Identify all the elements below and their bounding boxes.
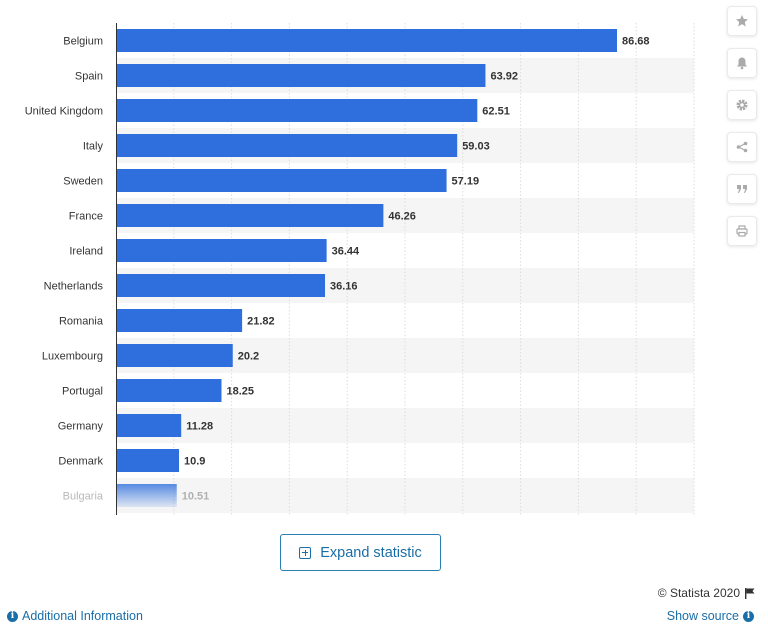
settings-button[interactable] [727,90,757,120]
info-icon: i [7,610,18,622]
value-label: 36.16 [330,281,358,293]
bar [117,239,327,262]
value-label: 46.26 [388,211,416,223]
cite-button[interactable] [727,174,757,204]
category-label: Bulgaria [63,491,104,503]
bar-chart: Belgium 86.68 Spain 63.92 United Kingdom 62.5… [25,23,695,515]
value-label: 21.82 [247,316,275,328]
category-label: Ireland [69,246,103,258]
bar [117,134,458,157]
value-label: 10.51 [182,491,210,503]
bell-icon [737,57,747,70]
category-label: Portugal [62,386,103,398]
show-source-label: Show source [666,609,739,623]
print-button[interactable] [727,216,757,246]
star-icon [736,15,748,27]
category-label: Germany [58,421,104,433]
category-label: Luxembourg [42,351,103,363]
bar [117,449,180,472]
bar [117,64,486,87]
value-label: 62.51 [482,106,510,118]
bar [117,344,233,367]
share-button[interactable] [727,132,757,162]
category-label: Italy [83,141,104,153]
gear-icon [736,99,748,111]
notification-button[interactable] [727,48,757,78]
expand-statistic-label: Expand statistic [320,544,422,561]
category-label: United Kingdom [25,106,103,118]
print-icon [736,225,748,237]
bar [117,29,618,52]
value-label: 86.68 [622,36,650,48]
value-label: 10.9 [184,456,205,468]
expand-icon [299,546,312,559]
additional-information-link[interactable]: i Additional Information [7,609,143,623]
quote-icon [737,185,747,193]
category-label: Spain [75,71,103,83]
value-label: 59.03 [462,141,490,153]
share-icon [736,141,748,153]
flag-icon [745,587,755,599]
category-label: France [69,211,103,223]
value-label: 18.25 [226,386,254,398]
bar [117,414,182,437]
copyright: © Statista 2020 [658,586,755,600]
category-label: Netherlands [44,281,104,293]
show-source-link[interactable]: Show source i [667,609,754,623]
copyright-text: © Statista 2020 [657,586,740,600]
chart-svg: Belgium 86.68 Spain 63.92 United Kingdom 62.5… [25,23,695,515]
category-label: Sweden [63,176,103,188]
bar [117,379,222,402]
category-label: Romania [59,316,104,328]
value-label: 11.28 [186,421,213,433]
bar [117,99,478,122]
bar [117,204,384,227]
category-label: Denmark [58,456,103,468]
bar [117,274,326,297]
additional-information-label: Additional Information [22,609,143,623]
value-label: 36.44 [332,246,360,258]
bar [117,484,177,507]
expand-statistic-button[interactable]: Expand statistic [280,534,441,571]
value-label: 57.19 [452,176,480,188]
category-label: Belgium [63,36,103,48]
value-label: 20.2 [238,351,259,363]
value-label: 63.92 [490,71,518,83]
info-icon: i [743,610,754,622]
side-toolbar [727,6,759,258]
favorite-button[interactable] [727,6,757,36]
bar [117,309,243,332]
bar [117,169,447,192]
